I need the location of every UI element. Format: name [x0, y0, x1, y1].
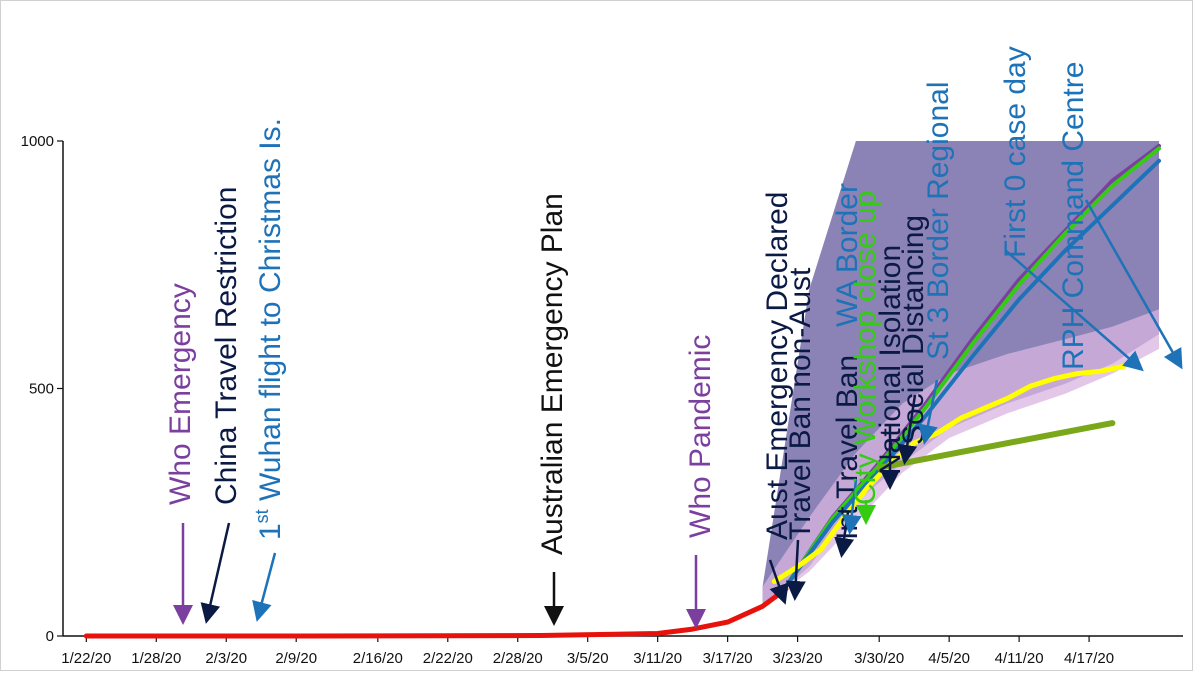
axes: 0 500 1000 1/22/20 1/28/20 2/3/20 2/9/20 2/16/2… — [21, 133, 1183, 667]
x-tick-label: 1/22/20 — [61, 650, 111, 667]
annotation-label-0: Who Emergency — [164, 283, 197, 505]
x-tick-label: 2/28/20 — [493, 650, 543, 667]
annotation-label-9: City Workshop close up — [849, 190, 882, 505]
x-tick-label: 3/30/20 — [854, 650, 904, 667]
annotation-label-3: Australian Emergency Plan — [536, 193, 569, 555]
annotation-label-12: St 3 Border Regional — [922, 82, 955, 361]
annotation-arrow-1 — [200, 522, 231, 624]
annotation-label-8: WA Border — [831, 183, 864, 327]
annotation-arrow-2 — [252, 552, 277, 622]
x-tick-label: 2/16/20 — [353, 650, 403, 667]
x-tick-label: 4/17/20 — [1064, 650, 1114, 667]
annotation-arrow-12 — [918, 379, 939, 445]
y-tick-label: 1000 — [21, 133, 54, 150]
annotation-label-1: China Travel Restriction — [210, 187, 243, 505]
annotation-label-5: Aust Emergency Declared — [761, 192, 794, 541]
x-tick-label: 2/22/20 — [423, 650, 473, 667]
annotations: Who Emergency China Travel Restriction 1st… — [164, 46, 1183, 629]
x-tick-label: 3/11/20 — [633, 650, 682, 667]
x-tick-label: 3/23/20 — [773, 650, 823, 667]
annotation-arrow-5 — [768, 559, 789, 605]
series-line-yellow — [771, 363, 1127, 584]
series-line-red — [83, 586, 789, 639]
x-tick-label: 2/3/20 — [205, 650, 247, 667]
x-tick-label: 1/28/20 — [131, 650, 181, 667]
annotation-label-6: Travel Ban non-Aust — [784, 267, 817, 540]
annotation-label-14: RPH Command Centre — [1057, 62, 1090, 370]
annotation-label-2: 1st Wuhan flight to Christmas Is. — [252, 118, 287, 540]
annotation-arrow-6 — [785, 539, 806, 601]
y-tick-label: 500 — [29, 381, 54, 398]
y-tick-label: 0 — [46, 628, 54, 645]
annotation-arrow-14 — [1084, 199, 1183, 370]
band-1 — [762, 309, 1159, 607]
x-tick-label: 3/17/20 — [703, 650, 753, 667]
x-tick-label: 2/9/20 — [275, 650, 317, 667]
series-line-green — [783, 146, 1161, 589]
x-tick-label: 4/5/20 — [928, 650, 970, 667]
annotation-arrow-13 — [1004, 249, 1144, 372]
annotation-arrow-8 — [841, 479, 862, 535]
x-tick-label: 3/5/20 — [567, 650, 609, 667]
annotation-label-4: Who Pandemic — [684, 335, 717, 538]
annotation-arrow-11 — [897, 394, 918, 465]
x-tick-label: 4/11/20 — [995, 650, 1044, 667]
annotation-label-13: First 0 case day — [999, 46, 1032, 258]
series-line-olive — [876, 420, 1116, 471]
